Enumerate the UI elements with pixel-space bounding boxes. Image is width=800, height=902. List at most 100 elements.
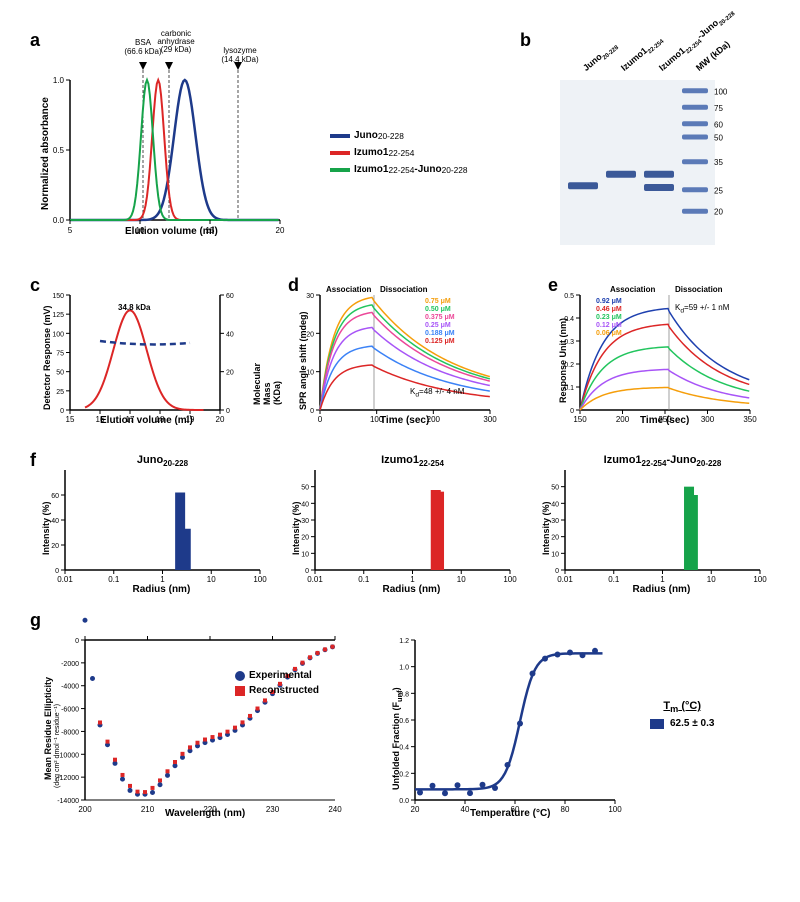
svg-text:35: 35 <box>714 158 723 167</box>
svg-text:Juno20-228: Juno20-228 <box>581 39 621 75</box>
svg-text:-6000: -6000 <box>61 707 79 714</box>
svg-text:30: 30 <box>301 518 309 525</box>
svg-text:1.0: 1.0 <box>399 665 409 672</box>
chart-c: 15161718192002550751001251500204060 Elut… <box>70 295 220 410</box>
svg-text:200: 200 <box>78 805 92 814</box>
svg-text:10: 10 <box>551 551 559 558</box>
svg-text:20: 20 <box>276 226 285 235</box>
panel-label-f: f <box>30 450 36 471</box>
svg-text:0: 0 <box>55 568 59 575</box>
svg-text:100: 100 <box>503 575 517 584</box>
legend-complex: Izumo122-254-Juno20-228 <box>330 164 468 175</box>
svg-text:0: 0 <box>310 408 314 415</box>
xlabel-a: Elution volume (ml) <box>125 226 218 237</box>
gel-b: Juno20-228Izumo122-254Izumo122-254-Juno2… <box>560 80 760 245</box>
kd-d: Kd=48 +/- 4 nM <box>410 387 464 399</box>
svg-text:100: 100 <box>253 575 267 584</box>
tm-value: 62.5 ± 0.3 <box>650 718 714 729</box>
xlabel-e: Time (sec) <box>640 415 689 426</box>
svg-text:20: 20 <box>551 535 559 542</box>
svg-text:100: 100 <box>52 331 64 338</box>
svg-text:0: 0 <box>75 638 79 645</box>
chart-d: 01002003000102030 Association Dissociati… <box>320 295 490 410</box>
svg-text:40: 40 <box>51 518 59 525</box>
svg-text:150: 150 <box>52 293 64 300</box>
panel-label-e: e <box>548 275 558 296</box>
phase2-d: Dissociation <box>380 285 428 294</box>
tm-box: Tm (°C) 62.5 ± 0.3 <box>650 700 714 729</box>
svg-text:100: 100 <box>714 87 728 96</box>
chart-a: 51015200.00.51.0 BSA(66.6 kDa) carbonica… <box>70 80 280 220</box>
ylabel-gl-sub: (deg cm² dmol⁻¹ residue⁻¹) <box>53 704 61 788</box>
svg-text:1: 1 <box>660 575 665 584</box>
svg-text:20: 20 <box>216 415 225 424</box>
chart-g-left: 2002102202302400-2000-4000-6000-8000-100… <box>85 640 335 800</box>
svg-text:1: 1 <box>410 575 415 584</box>
svg-text:150: 150 <box>573 415 587 424</box>
chart-f-1: 0.010.111010001020304050Izumo122-254Radi… <box>315 470 510 570</box>
legend-juno: Juno20-228 <box>330 130 468 141</box>
peak-label-c: 34.8 kDa <box>118 303 150 312</box>
legend-exp: Experimental <box>235 670 319 681</box>
legend-recon: Reconstructed <box>235 685 319 696</box>
svg-text:20: 20 <box>714 208 723 217</box>
svg-text:50: 50 <box>56 370 64 377</box>
conc-legend-d: 0.75 μM0.50 μM0.375 μM0.25 μM0.188 μM0.1… <box>425 298 455 346</box>
svg-text:10: 10 <box>707 575 716 584</box>
svg-text:0: 0 <box>226 408 230 415</box>
gel-svg: Juno20-228Izumo122-254Izumo122-254-Juno2… <box>560 80 760 245</box>
svg-text:50: 50 <box>714 133 723 142</box>
svg-text:300: 300 <box>701 415 715 424</box>
svg-text:0.01: 0.01 <box>307 575 323 584</box>
svg-text:40: 40 <box>551 501 559 508</box>
svg-text:1: 1 <box>160 575 165 584</box>
ylabel-gl: Mean Residue Ellipticity <box>43 677 53 780</box>
panel-label-g: g <box>30 610 41 631</box>
svg-text:0.0: 0.0 <box>53 216 65 225</box>
svg-text:50: 50 <box>301 485 309 492</box>
svg-text:60: 60 <box>51 493 59 500</box>
svg-text:0: 0 <box>60 408 64 415</box>
xlabel-gr: Temperature (°C) <box>470 808 551 819</box>
svg-text:0.1: 0.1 <box>358 575 370 584</box>
svg-text:200: 200 <box>616 415 630 424</box>
svg-text:240: 240 <box>328 805 342 814</box>
svg-text:125: 125 <box>52 312 64 319</box>
svg-text:60: 60 <box>226 293 234 300</box>
svg-text:20: 20 <box>301 535 309 542</box>
chart-d-svg: 01002003000102030 <box>320 295 490 410</box>
svg-text:50: 50 <box>551 485 559 492</box>
legend-a: Juno20-228 Izumo122-254 Izumo122-254-Jun… <box>330 130 468 175</box>
panel-label-c: c <box>30 275 40 296</box>
svg-text:0.5: 0.5 <box>53 146 65 155</box>
ylabel-gr: Unfolded Fraction (Funf) <box>391 687 404 790</box>
marker-lys: lysozyme(14.4 kDa) <box>212 46 268 64</box>
xlabel-d: Time (sec) <box>380 415 429 426</box>
ylabel-d: SPR angle shift (mdeg) <box>298 311 308 410</box>
svg-text:40: 40 <box>226 331 234 338</box>
svg-text:-8000: -8000 <box>61 729 79 736</box>
conc-legend-e: 0.92 μM0.46 μM0.23 μM0.12 μM0.06 μM <box>596 298 622 338</box>
svg-text:30: 30 <box>306 293 314 300</box>
svg-text:0: 0 <box>570 408 574 415</box>
svg-text:100: 100 <box>753 575 767 584</box>
svg-text:1.2: 1.2 <box>399 638 409 645</box>
svg-text:20: 20 <box>226 370 234 377</box>
svg-text:0: 0 <box>555 568 559 575</box>
phase1-e: Association <box>610 285 655 294</box>
svg-text:300: 300 <box>483 415 497 424</box>
ylabel2-c: Molecular Mass (KDa) <box>252 363 282 405</box>
legend-izumo: Izumo122-254 <box>330 147 468 158</box>
svg-text:10: 10 <box>207 575 216 584</box>
svg-text:230: 230 <box>266 805 280 814</box>
svg-text:0.01: 0.01 <box>557 575 573 584</box>
chart-f-0: 0.010.11101000204060Juno20-228Radius (nm… <box>65 470 260 570</box>
svg-text:0: 0 <box>318 415 323 424</box>
svg-text:0: 0 <box>305 568 309 575</box>
svg-text:75: 75 <box>56 351 64 358</box>
phase1-d: Association <box>326 285 371 294</box>
xlabel-gl: Wavelength (nm) <box>165 808 245 819</box>
chart-gr-svg: 204060801000.00.20.40.60.81.01.2 <box>415 640 615 800</box>
svg-text:75: 75 <box>714 104 723 113</box>
panel-label-d: d <box>288 275 299 296</box>
